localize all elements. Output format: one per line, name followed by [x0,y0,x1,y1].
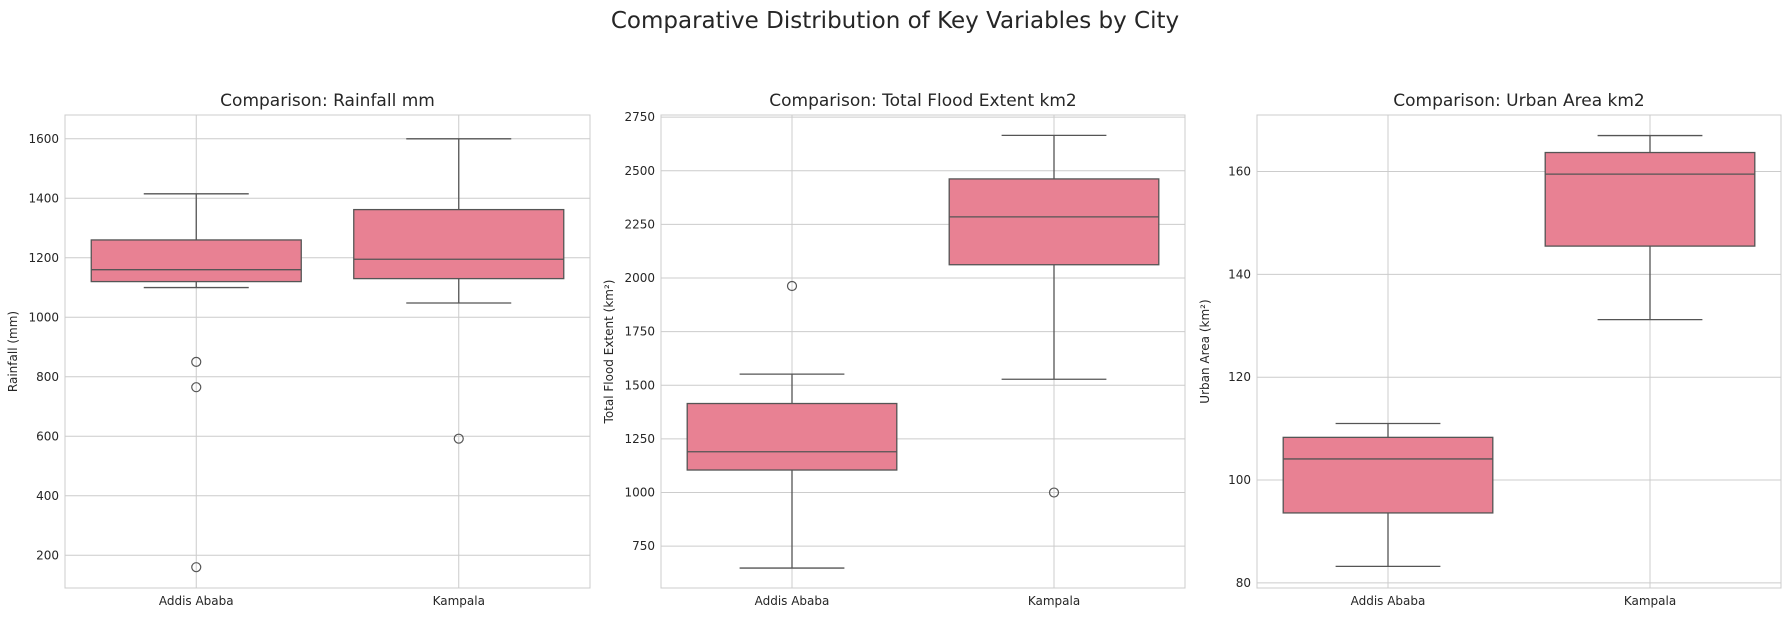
x-tick-label: Kampala [1028,594,1080,608]
x-tick-label: Addis Ababa [159,594,234,608]
y-tick-label: 200 [36,548,59,562]
outlier-point [453,433,464,444]
outlier-point [1048,487,1060,498]
y-tick-label: 1000 [624,486,655,500]
y-tick-label: 1250 [624,432,655,446]
rainfall-panel: 200 400 600 800 1000 1200 1400 1600 Addis Ababa K… [6,91,591,608]
y-axis-label: Urban Area (km²) [1198,299,1212,403]
y-tick-label: 400 [36,489,59,503]
y-tick-label: 100 [1228,473,1251,487]
box-kampala [1544,151,1756,247]
panel-title: Comparison: Total Flood Extent km2 [769,91,1077,111]
box-addis-ababa [1282,436,1494,514]
outlier-point [786,280,798,292]
outlier-point [191,382,202,393]
y-tick-label: 80 [1236,576,1251,590]
y-tick-label: 140 [1228,267,1251,281]
y-tick-label: 800 [36,370,59,384]
box-addis-ababa [90,239,302,283]
y-tick-label: 1500 [624,378,655,392]
flood-extent-panel: 750 1000 1250 1500 1750 2000 2250 2500 2750 Addis… [602,91,1186,608]
box-kampala [353,208,565,280]
outlier-point [191,356,202,368]
figure-title: Comparative Distribution of Key Variable… [611,8,1179,34]
y-tick-label: 1200 [28,251,59,265]
plot-frame [660,114,1186,589]
y-tick-label: 1750 [624,325,655,339]
x-tick-label: Addis Ababa [1351,594,1426,608]
y-tick-label: 2750 [624,110,655,124]
box-kampala [948,178,1160,266]
y-tick-label: 1600 [28,132,59,146]
panel-title: Comparison: Rainfall mm [220,91,435,111]
x-tick-label: Kampala [1624,594,1676,608]
y-tick-label: 2250 [624,217,655,231]
outlier-point [191,562,202,573]
panel-title: Comparison: Urban Area km2 [1393,91,1644,111]
y-tick-label: 160 [1228,165,1251,179]
y-tick-label: 750 [632,539,655,553]
y-axis-label: Total Flood Extent (km²) [602,280,616,425]
plot-frame [1256,114,1782,589]
y-tick-label: 2500 [624,164,655,178]
box-addis-ababa [686,402,898,471]
y-tick-label: 600 [36,429,59,443]
x-tick-label: Addis Ababa [755,594,830,608]
y-tick-label: 1000 [28,310,59,324]
y-axis-label: Rainfall (mm) [6,311,20,392]
x-tick-label: Kampala [433,594,485,608]
y-tick-label: 120 [1228,370,1251,384]
urban-area-panel: 80 100 120 140 160 Addis Ababa Kampala Comparis… [1198,91,1782,608]
plot-frame [64,114,591,589]
y-tick-label: 2000 [624,271,655,285]
y-tick-label: 1400 [28,191,59,205]
